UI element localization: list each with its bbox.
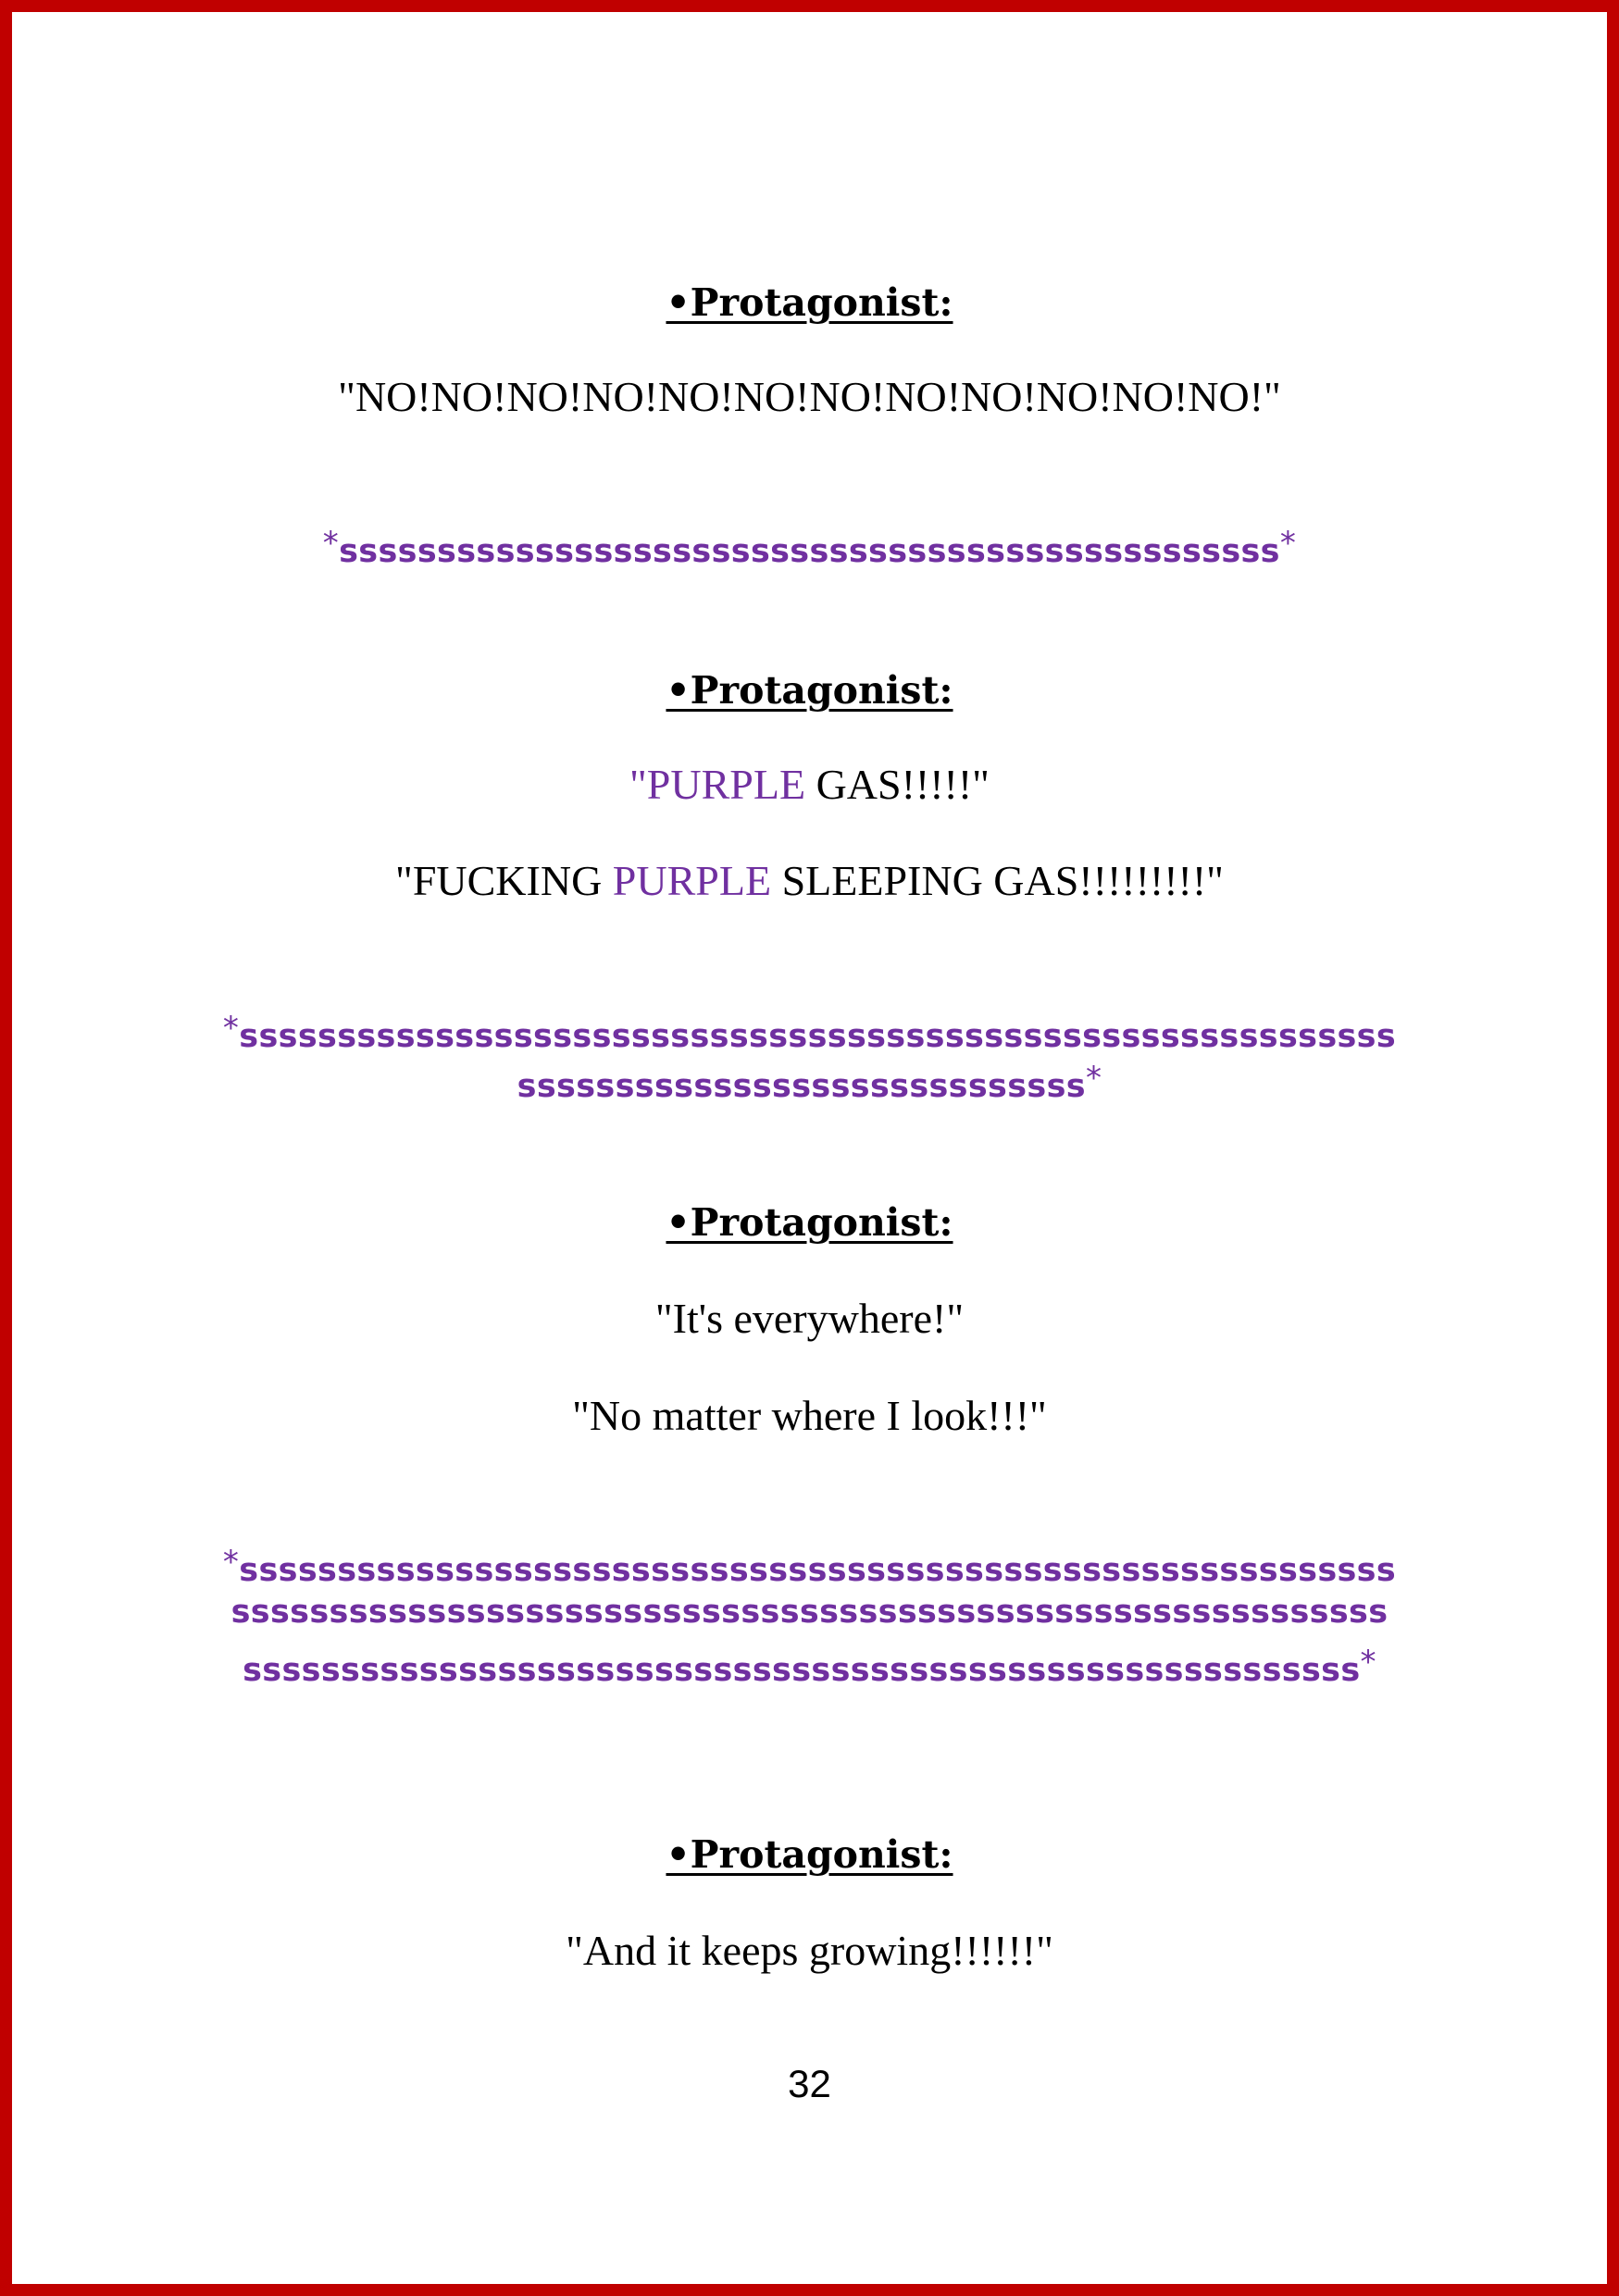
hiss-text: ssssssssssssssssssssssssssssssssssssssss… <box>239 1552 1397 1589</box>
hiss-text: ssssssssssssssssssssssssssssssssssssssss… <box>243 1652 1361 1689</box>
open-quote: " <box>629 761 647 808</box>
asterisk-close: * <box>1085 1060 1102 1097</box>
hiss-text: ssssssssssssssssssssssssssssssssssssssss… <box>239 1018 1397 1055</box>
highlighted-word: PURPLE <box>646 761 806 808</box>
dialogue-text: "FUCKING <box>395 857 613 904</box>
speaker-label: •Protagonist: <box>666 1200 953 1245</box>
asterisk-close: * <box>1360 1644 1376 1681</box>
sound-effect-line: sssssssssssssssssssssssssssss* <box>0 1054 1619 1111</box>
asterisk-open: * <box>222 1010 240 1047</box>
highlighted-word: PURPLE <box>612 857 772 904</box>
hiss-text: ssssssssssssssssssssssssssssssssssssssss… <box>230 1594 1389 1631</box>
dialogue-line: "FUCKING PURPLE SLEEPING GAS!!!!!!!!!" <box>0 853 1619 909</box>
dialogue-line: "PURPLE GAS!!!!!" <box>0 757 1619 813</box>
dialogue-line: "NO!NO!NO!NO!NO!NO!NO!NO!NO!NO!NO!NO!" <box>338 373 1281 420</box>
dialogue-text: GAS!!!!!" <box>805 761 990 808</box>
dialogue-line: "It's everywhere!" <box>654 1295 965 1342</box>
sound-effect-line: ssssssssssssssssssssssssssssssssssssssss… <box>0 1638 1619 1694</box>
dialogue-line: "No matter where I look!!!" <box>572 1392 1047 1439</box>
sound-effect-line: *sssssssssssssssssssssssssssssssssssssss… <box>0 519 1619 576</box>
dialogue-text: SLEEPING GAS!!!!!!!!!" <box>771 857 1224 904</box>
speaker-label: •Protagonist: <box>666 668 953 713</box>
dialogue-line: "And it keeps growing!!!!!!" <box>566 1927 1053 1974</box>
asterisk-open: * <box>222 1544 240 1581</box>
speaker-label: •Protagonist: <box>666 1832 953 1877</box>
asterisk-close: * <box>1279 525 1297 562</box>
hiss-text: ssssssssssssssssssssssssssssssssssssssss… <box>339 533 1280 570</box>
page-number: 32 <box>788 2062 831 2105</box>
speaker-label: •Protagonist: <box>666 280 953 325</box>
sound-effect-line: ssssssssssssssssssssssssssssssssssssssss… <box>0 1588 1619 1636</box>
sound-effect-line: *sssssssssssssssssssssssssssssssssssssss… <box>0 1538 1619 1595</box>
hiss-text: sssssssssssssssssssssssssssss <box>517 1068 1086 1105</box>
asterisk-open: * <box>322 525 340 562</box>
sound-effect-line: *sssssssssssssssssssssssssssssssssssssss… <box>0 1004 1619 1061</box>
